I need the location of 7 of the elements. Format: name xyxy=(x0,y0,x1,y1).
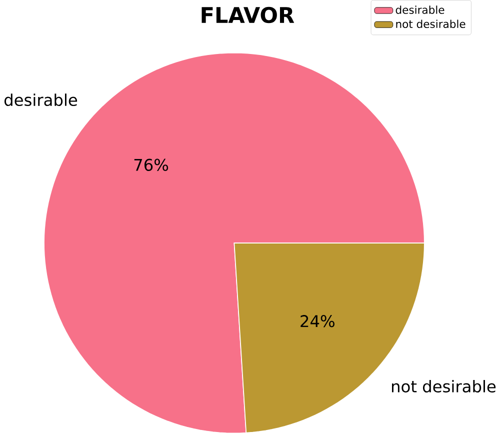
legend-label: not desirable xyxy=(396,20,466,28)
legend-label: desirable xyxy=(396,6,444,14)
chart-title: FLAVOR xyxy=(202,7,294,24)
data-label: 24% xyxy=(300,315,334,328)
slice-label: not desirable xyxy=(392,380,496,393)
data-label: 76% xyxy=(134,158,168,172)
slice-label: desirable xyxy=(4,94,78,106)
